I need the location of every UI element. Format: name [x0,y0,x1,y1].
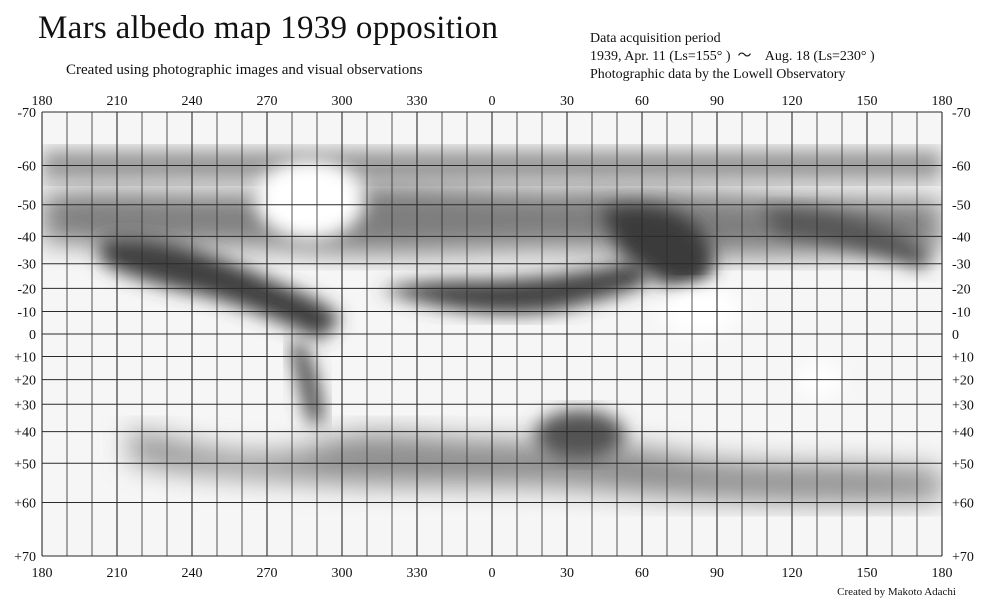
longitude-label-top: 90 [710,94,724,109]
latitude-label-left: +60 [14,496,36,511]
longitude-label-bottom: 330 [407,566,428,581]
latitude-label-right: +30 [952,398,974,413]
acquisition-period-heading: Data acquisition period [590,31,721,46]
acquisition-period-dates: 1939, Apr. 11 (Ls=155° ) ～ Aug. 18 (Ls=2… [590,49,875,64]
data-source: Photographic data by the Lowell Observat… [590,67,846,82]
longitude-label-bottom: 210 [107,566,128,581]
latitude-label-left: +30 [14,398,36,413]
latitude-label-right: +70 [952,550,974,565]
latitude-label-right: +40 [952,426,974,441]
map-title: Mars albedo map 1939 opposition [38,10,499,46]
longitude-label-top: 60 [635,94,649,109]
latitude-label-right: +60 [952,496,974,511]
latitude-label-right: +20 [952,374,974,389]
latitude-labels: -70 -70 -60 -60 -50 -50 -40 -40 -30 -30 -20 -20 -10 -… [14,106,974,565]
latitude-label-right: 0 [952,328,959,343]
latitude-label-left: +70 [14,550,36,565]
latitude-label-left: -30 [17,258,36,273]
longitude-label-top: 180 [932,94,953,109]
longitude-label-bottom: 90 [710,566,724,581]
longitude-label-top: 270 [257,94,278,109]
longitude-label-bottom: 60 [635,566,649,581]
latitude-label-left: -10 [17,306,36,321]
latitude-label-right: -30 [952,258,971,273]
latitude-label-left: 0 [29,328,36,343]
longitude-label-bottom: 30 [560,566,574,581]
latitude-label-right: -70 [952,106,971,121]
latitude-label-left: +40 [14,426,36,441]
longitude-label-top: 240 [182,94,203,109]
latitude-label-left: -50 [17,199,36,214]
map-subtitle: Created using photographic images and vi… [66,62,423,78]
longitude-label-top: 330 [407,94,428,109]
latitude-label-right: -50 [952,199,971,214]
longitude-label-top: 300 [332,94,353,109]
latitude-label-right: +10 [952,350,974,365]
latitude-label-left: -60 [17,160,36,175]
latitude-label-right: -40 [952,230,971,245]
longitude-label-top: 180 [32,94,53,109]
latitude-label-left: -70 [17,106,36,121]
longitude-label-top: 120 [782,94,803,109]
latitude-label-right: -20 [952,282,971,297]
latitude-label-left: -20 [17,282,36,297]
longitude-label-bottom: 180 [32,566,53,581]
longitude-labels: 1801802102102402402702703003003303300030… [32,94,953,581]
latitude-label-right: -10 [952,306,971,321]
longitude-label-top: 30 [560,94,574,109]
acquisition-info: Data acquisition period 1939, Apr. 11 (L… [590,30,875,84]
longitude-label-bottom: 0 [489,566,496,581]
latitude-label-left: +50 [14,457,36,472]
latitude-label-right: -60 [952,160,971,175]
longitude-label-top: 0 [489,94,496,109]
longitude-label-bottom: 270 [257,566,278,581]
latitude-label-right: +50 [952,457,974,472]
longitude-label-bottom: 120 [782,566,803,581]
lat-lon-grid [41,111,943,557]
author-credit: Created by Makoto Adachi [837,586,956,598]
longitude-label-bottom: 180 [932,566,953,581]
latitude-label-left: -40 [17,230,36,245]
longitude-label-top: 210 [107,94,128,109]
longitude-label-bottom: 150 [857,566,878,581]
latitude-label-left: +10 [14,350,36,365]
longitude-label-top: 150 [857,94,878,109]
longitude-label-bottom: 240 [182,566,203,581]
latitude-label-left: +20 [14,374,36,389]
longitude-label-bottom: 300 [332,566,353,581]
